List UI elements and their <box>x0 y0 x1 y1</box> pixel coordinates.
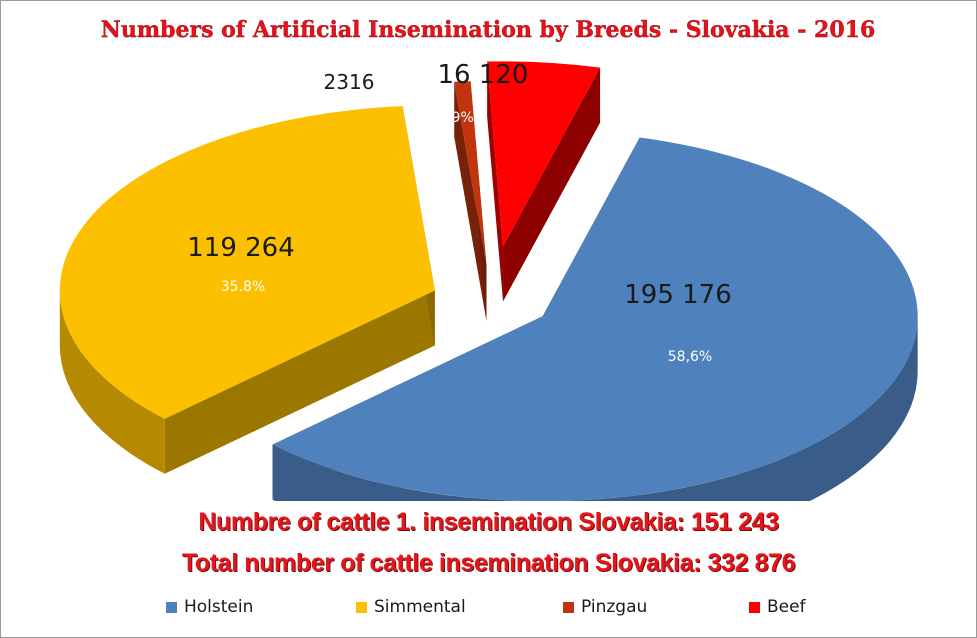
pie-slice-wall <box>487 61 504 302</box>
legend-swatch <box>749 601 760 613</box>
total-insemination-summary: Total number of cattle insemination Slov… <box>181 549 796 577</box>
pie-slice-top <box>272 137 918 501</box>
chart-title: Numbers of Artificial Insemination by Br… <box>101 17 876 43</box>
pie-chart: Numbers of Artificial Insemination by Br… <box>59 17 918 501</box>
pie-slice-top <box>454 81 487 267</box>
value-label-pinzgau: 2316 <box>324 70 375 94</box>
pie-slice-side <box>272 316 918 501</box>
pie-slice-beef <box>487 61 601 302</box>
pie-slice-wall <box>454 81 487 322</box>
legend-swatch <box>166 601 177 613</box>
legend-label: Simmental <box>374 597 466 617</box>
percent-label-beef: 4,9% <box>438 110 474 126</box>
legend-swatch <box>356 601 367 613</box>
pie-slice-top <box>59 106 435 419</box>
legend-item-pinzgau: Pinzgau <box>563 597 647 617</box>
pie-slice-simmental <box>59 106 435 474</box>
pie-slice-side <box>59 290 165 474</box>
pie-slice-top <box>487 61 601 247</box>
legend-label: Holstein <box>184 597 254 617</box>
legend-label: Beef <box>767 597 806 617</box>
value-label-beef: 16 120 <box>438 60 529 90</box>
value-label-simmental: 119 264 <box>187 233 295 263</box>
legend-item-holstein: Holstein <box>166 597 253 617</box>
legend-label: Pinzgau <box>581 597 648 617</box>
pie-slice-wall <box>503 67 601 302</box>
chart-legend: Holstein Simmental Pinzgau Beef <box>1 597 976 619</box>
legend-swatch <box>563 601 574 613</box>
percent-label-simmental: 35.8% <box>221 279 265 295</box>
legend-item-beef: Beef <box>749 597 806 617</box>
value-label-holstein: 195 176 <box>624 280 732 310</box>
percent-label-pinzgau: 0,7% <box>434 173 459 184</box>
legend-item-simmental: Simmental <box>356 597 466 617</box>
percent-label-holstein: 58,6% <box>668 349 712 365</box>
first-insemination-summary: Numbre of cattle 1. insemination Slovaki… <box>198 508 779 536</box>
pie-slice-holstein <box>272 137 918 501</box>
pie-slice-wall <box>164 290 435 474</box>
pie-slice-pinzgau <box>454 81 487 322</box>
